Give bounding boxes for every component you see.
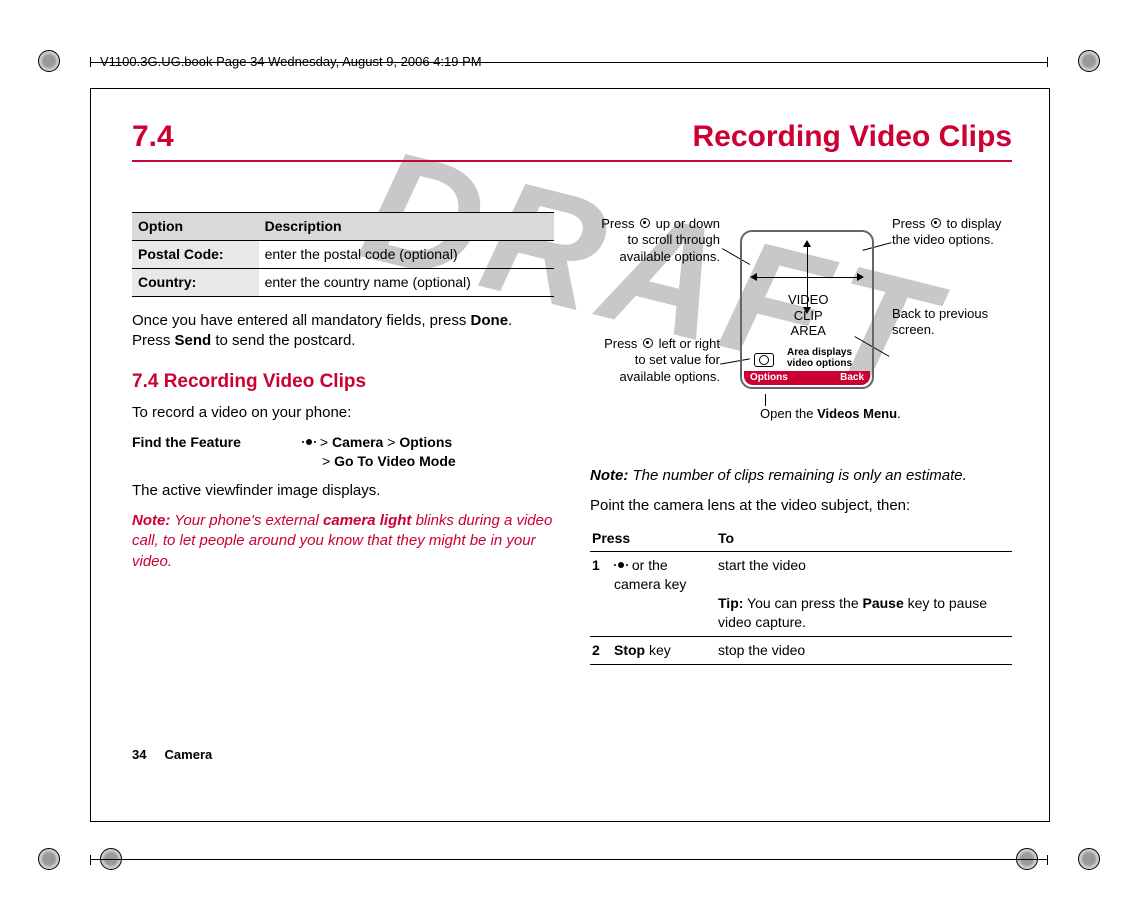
option-label: Postal Code: <box>132 240 259 268</box>
emphasis: camera light <box>323 512 411 529</box>
footer-line-tick <box>90 855 91 865</box>
table-header-option: Option <box>132 213 259 241</box>
registration-mark <box>1078 848 1100 870</box>
text: . <box>897 406 901 421</box>
text: key <box>645 642 671 658</box>
section-title: Recording Video Clips <box>693 120 1013 154</box>
callout-display-options: Press to display the video options. <box>892 216 1012 249</box>
body-paragraph: Point the camera lens at the video subje… <box>590 496 1012 516</box>
camera-icon <box>754 353 774 367</box>
section-number: 7.4 <box>132 120 174 154</box>
nav-direction-icon <box>929 219 943 227</box>
callout-set-value: Press left or right to set value for ava… <box>590 336 720 385</box>
press-action: Stop key <box>612 636 716 664</box>
page-content: 7.4 Recording Video Clips Option Descrip… <box>132 120 1012 790</box>
callout-back: Back to previous screen. <box>892 306 1012 339</box>
find-feature-label: Find the Feature <box>132 433 302 471</box>
footer-line <box>90 859 1048 860</box>
two-column-layout: Option Description Postal Code: enter th… <box>132 212 1012 665</box>
body-paragraph: To record a video on your phone: <box>132 403 554 423</box>
text: You can press the <box>743 595 862 611</box>
softkey-bar: Options Back <box>744 371 870 385</box>
nav-direction-icon <box>641 339 655 347</box>
phone-screen-mockup: VIDEOCLIPAREA Area displays video option… <box>740 230 874 389</box>
step-number: 1 <box>590 552 612 637</box>
body-paragraph: The active viewfinder image displays. <box>132 481 554 501</box>
note-black: Note: The number of clips remaining is o… <box>590 466 1012 486</box>
table-row: 2 Stop key stop the video <box>590 636 1012 664</box>
text: The number of clips remaining is only an… <box>628 467 967 484</box>
ui-label: Pause <box>863 595 904 611</box>
table-row: 1 or the camera key start the video Tip:… <box>590 552 1012 637</box>
page-footer: 34 Camera <box>132 747 212 762</box>
right-column: Press up or down to scroll through avail… <box>590 212 1012 665</box>
option-description-table: Option Description Postal Code: enter th… <box>132 212 554 297</box>
note-label: Note: <box>590 467 628 484</box>
callout-line <box>765 394 766 406</box>
softkey-left: Options <box>750 371 788 385</box>
body-paragraph: Once you have entered all mandatory fiel… <box>132 311 554 352</box>
action-result: stop the video <box>716 636 1012 664</box>
press-action: or the camera key <box>612 552 716 637</box>
find-feature-path: > Camera > Options > Go To Video Mode <box>302 433 554 471</box>
ui-label: Done <box>471 312 509 329</box>
nav-select-icon <box>614 561 628 569</box>
table-row: Country: enter the country name (optiona… <box>132 268 554 296</box>
table-row: Postal Code: enter the postal code (opti… <box>132 240 554 268</box>
chapter-name: Camera <box>165 747 213 762</box>
table-header-press: Press <box>590 525 716 552</box>
callout-open-menu: Open the Videos Menu. <box>760 406 901 422</box>
text: > <box>322 453 334 469</box>
ui-label: Stop <box>614 642 645 658</box>
text: Back to previous screen. <box>892 306 988 337</box>
video-clip-area-label: VIDEOCLIPAREA <box>788 292 828 339</box>
registration-mark <box>38 848 60 870</box>
note-label: Note: <box>132 512 170 529</box>
menu-path: Options <box>399 434 452 450</box>
phone-diagram: Press up or down to scroll through avail… <box>590 216 1012 456</box>
option-label: Country: <box>132 268 259 296</box>
note-red: Note: Your phone's external camera light… <box>132 511 554 572</box>
text: Once you have entered all mandatory fiel… <box>132 312 471 329</box>
step-number: 2 <box>590 636 612 664</box>
text: video options <box>787 358 852 369</box>
nav-select-icon <box>302 438 316 446</box>
text: > <box>383 434 399 450</box>
softkey-right: Back <box>840 371 864 385</box>
left-column: Option Description Postal Code: enter th… <box>132 212 554 665</box>
footer-line-tick <box>1047 855 1048 865</box>
option-desc: enter the postal code (optional) <box>259 240 554 268</box>
text: Your phone's external <box>170 512 323 529</box>
menu-path: Go To Video Mode <box>334 453 456 469</box>
callout-scroll-options: Press up or down to scroll through avail… <box>590 216 720 265</box>
menu-path: Camera <box>332 434 383 450</box>
ui-label: Videos Menu <box>817 406 897 421</box>
text: > <box>320 434 332 450</box>
action-result: start the video Tip: You can press the P… <box>716 552 1012 637</box>
option-desc: enter the country name (optional) <box>259 268 554 296</box>
table-header-to: To <box>716 525 1012 552</box>
section-header: 7.4 Recording Video Clips <box>132 120 1012 162</box>
ui-label: Send <box>175 332 212 349</box>
action-steps-table: Press To 1 or the camera key start the v… <box>590 525 1012 665</box>
text: start the video <box>718 557 806 573</box>
table-header-description: Description <box>259 213 554 241</box>
text: Area displays <box>787 347 852 358</box>
text: to send the postcard. <box>211 332 355 349</box>
nav-direction-icon <box>638 219 652 227</box>
options-display-area: Area displays video options <box>777 347 862 369</box>
find-the-feature-block: Find the Feature > Camera > Options > Go… <box>132 433 554 471</box>
header-filename: V1100.3G.UG.book Page 34 Wednesday, Augu… <box>100 54 482 69</box>
text: Open the <box>760 406 817 421</box>
sub-heading: 7.4 Recording Video Clips <box>132 369 554 395</box>
tip-label: Tip: <box>718 595 743 611</box>
page-number: 34 <box>132 747 146 762</box>
